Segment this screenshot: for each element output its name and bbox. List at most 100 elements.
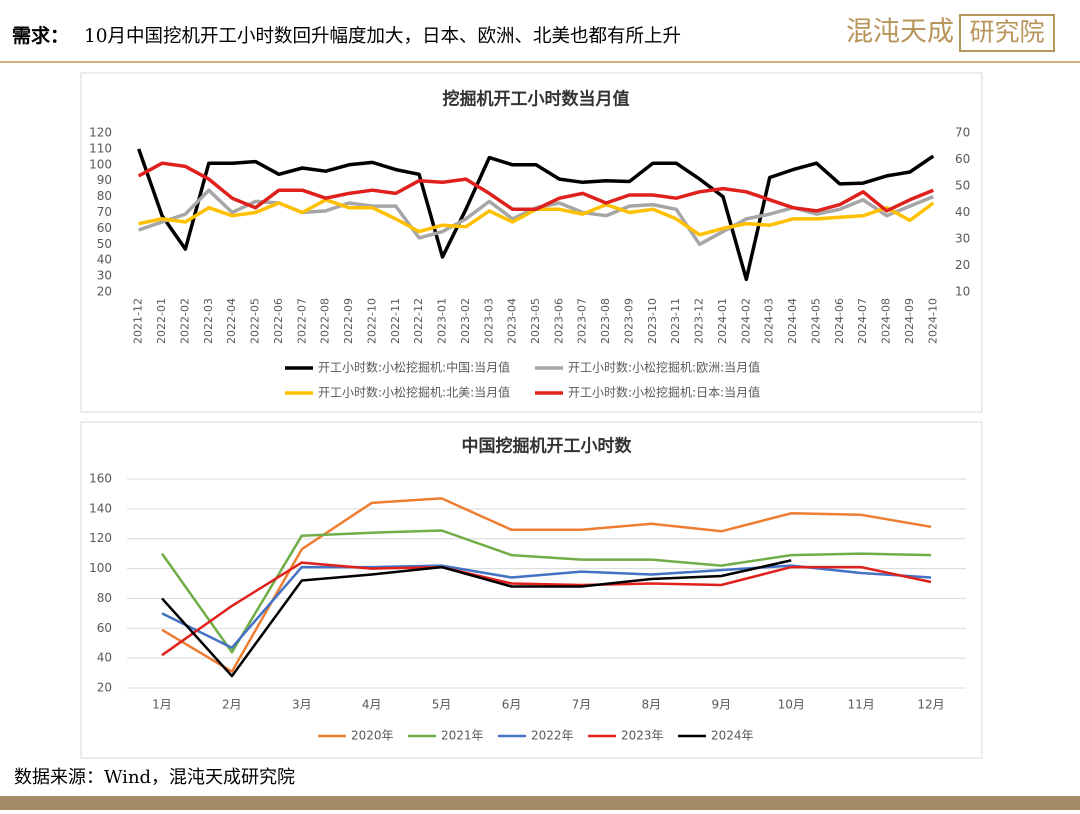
chart-title: 挖掘机开工小时数当月值 (443, 89, 630, 110)
y2-tick-label: 10 (955, 285, 970, 299)
x-tick-label: 2024-01 (716, 298, 729, 344)
y-tick-label: 50 (97, 237, 112, 251)
x-tick-label: 2024-04 (786, 298, 799, 344)
x-tick-label: 2023-05 (529, 298, 542, 344)
y-tick-label: 160 (89, 472, 112, 486)
x-tick-label: 2022-05 (249, 298, 262, 344)
y-tick-label: 80 (97, 189, 112, 203)
legend-label: 开工小时数:小松挖掘机:欧洲:当月值 (568, 360, 760, 375)
y2-tick-label: 30 (955, 232, 970, 246)
x-tick-label: 2023-02 (459, 298, 472, 344)
x-tick-label: 2024-02 (739, 298, 752, 344)
x-tick-label: 2023-04 (506, 298, 519, 344)
x-tick-label: 5月 (432, 698, 452, 712)
x-tick-label: 2024-05 (809, 298, 822, 344)
y2-tick-label: 70 (955, 126, 970, 140)
x-tick-label: 2024-09 (903, 298, 916, 344)
y-tick-label: 60 (97, 221, 112, 235)
x-tick-label: 8月 (642, 698, 662, 712)
x-tick-label: 1月 (152, 698, 172, 712)
x-tick-label: 2023-08 (599, 298, 612, 344)
logo-box-text: 研究院 (969, 18, 1044, 47)
y-tick-label: 120 (89, 126, 112, 140)
slide-title: 10月中国挖机开工小时数回升幅度加大，日本、欧洲、北美也都有所上升 (84, 26, 681, 47)
legend-label: 2020年 (351, 729, 394, 743)
y-tick-label: 40 (97, 253, 112, 267)
x-tick-label: 12月 (917, 698, 944, 712)
x-tick-label: 2022-11 (389, 298, 402, 344)
y-tick-label: 120 (89, 531, 112, 545)
legend-label: 开工小时数:小松挖掘机:北美:当月值 (318, 385, 510, 400)
x-tick-label: 2023-03 (482, 298, 495, 344)
x-tick-label: 2022-09 (342, 298, 355, 344)
legend-label: 2024年 (711, 729, 754, 743)
y2-tick-label: 20 (955, 258, 970, 272)
x-tick-label: 2021-12 (132, 298, 145, 344)
y-tick-label: 30 (97, 269, 112, 283)
x-tick-label: 11月 (847, 698, 874, 712)
x-tick-label: 2024-08 (880, 298, 893, 344)
x-tick-label: 2023-01 (436, 298, 449, 344)
x-tick-label: 9月 (711, 698, 731, 712)
x-tick-label: 2月 (222, 698, 242, 712)
chart-title: 中国挖掘机开工小时数 (462, 436, 633, 457)
y2-tick-label: 60 (955, 152, 970, 166)
x-tick-label: 2024-07 (856, 298, 869, 344)
x-tick-label: 2023-10 (646, 298, 659, 344)
x-tick-label: 2023-11 (669, 298, 682, 344)
series-line (161, 559, 792, 678)
logo-text: 混沌天成 (846, 17, 954, 48)
x-tick-label: 2023-06 (552, 298, 565, 344)
y2-tick-label: 40 (955, 205, 970, 219)
y-tick-label: 100 (89, 157, 112, 171)
x-tick-label: 2022-02 (178, 298, 191, 344)
x-tick-label: 6月 (502, 698, 522, 712)
y-tick-label: 20 (97, 681, 112, 695)
x-tick-label: 10月 (778, 698, 805, 712)
x-tick-label: 2022-08 (319, 298, 332, 344)
y-tick-label: 100 (89, 561, 112, 575)
legend-label: 2023年 (621, 729, 664, 743)
y-tick-label: 90 (97, 173, 112, 187)
x-tick-label: 2023-12 (693, 298, 706, 344)
x-tick-label: 2022-01 (155, 298, 168, 344)
x-tick-label: 2022-07 (295, 298, 308, 344)
legend-label: 开工小时数:小松挖掘机:日本:当月值 (568, 385, 760, 400)
x-tick-label: 2023-09 (622, 298, 635, 344)
legend-label: 2021年 (441, 729, 484, 743)
x-tick-label: 2022-10 (365, 298, 378, 344)
x-tick-label: 4月 (362, 698, 382, 712)
y-tick-label: 80 (97, 591, 112, 605)
series-line (160, 529, 932, 654)
logo-box (959, 14, 1055, 52)
series-line (161, 561, 932, 657)
legend-label: 2022年 (531, 729, 574, 743)
x-tick-label: 2023-07 (576, 298, 589, 344)
x-tick-label: 3月 (292, 698, 312, 712)
y-tick-label: 110 (89, 141, 112, 155)
series-line (137, 148, 935, 282)
x-tick-label: 2022-12 (412, 298, 425, 344)
x-tick-label: 2022-06 (272, 298, 285, 344)
y-tick-label: 70 (97, 205, 112, 219)
y-tick-label: 20 (97, 285, 112, 299)
y-tick-label: 140 (89, 501, 112, 515)
y2-tick-label: 50 (955, 179, 970, 193)
x-tick-label: 2022-03 (202, 298, 215, 344)
x-tick-label: 2024-10 (926, 298, 939, 344)
chart-frame (80, 72, 983, 413)
x-tick-label: 2024-06 (833, 298, 846, 344)
source-note: 数据来源：Wind，混沌天成研究院 (14, 767, 295, 788)
x-tick-label: 2022-04 (225, 298, 238, 344)
x-tick-label: 2024-03 (763, 298, 776, 344)
y-tick-label: 60 (97, 621, 112, 635)
y-tick-label: 40 (97, 651, 112, 665)
legend-label: 开工小时数:小松挖掘机:中国:当月值 (318, 360, 510, 375)
series-line (137, 161, 934, 213)
title-label: 需求： (12, 24, 69, 47)
x-tick-label: 7月 (572, 698, 592, 712)
footer-bar (0, 796, 1080, 810)
chart-frame (80, 421, 983, 759)
